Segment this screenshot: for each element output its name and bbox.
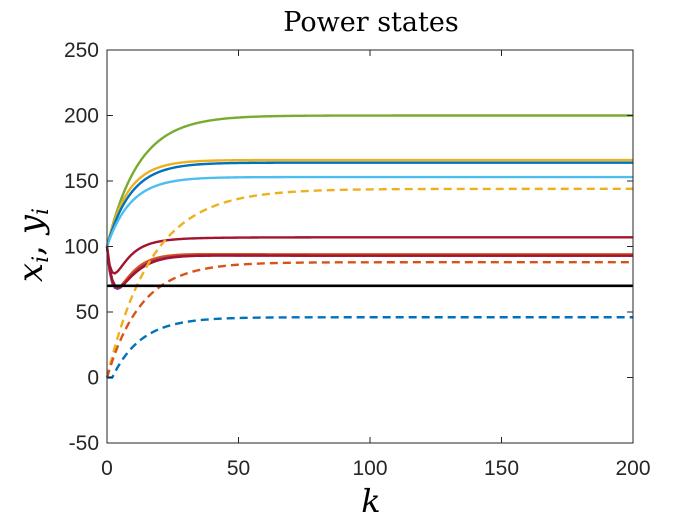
- series-line-x3: [105, 161, 633, 247]
- y-tick-label: -50: [69, 432, 99, 455]
- series-line-x2: [105, 158, 633, 247]
- y-axis-label: xi, yi: [11, 208, 54, 282]
- y-label-y: y: [11, 214, 51, 236]
- y-tick-label: 0: [87, 367, 99, 390]
- y-label-sep: ,: [11, 234, 51, 256]
- series-line-y2: [105, 261, 633, 378]
- y-tick-label: 200: [64, 105, 99, 128]
- series-layer: [105, 114, 633, 379]
- plot-area: [107, 50, 633, 443]
- x-tick-label: 0: [101, 457, 113, 480]
- x-tick-label: 150: [484, 457, 519, 480]
- y-label-x-sub: i: [29, 256, 54, 263]
- chart-title: Power states: [283, 7, 458, 38]
- y-tick-label: 150: [64, 170, 99, 193]
- x-tick-label: 200: [615, 457, 650, 480]
- series-line-x8: [105, 246, 633, 289]
- series-line-x6: [105, 246, 633, 290]
- x-tick-label: 100: [352, 457, 387, 480]
- y-label-x: x: [11, 263, 51, 282]
- y-tick-label: 100: [64, 236, 99, 259]
- y-label-y-sub: i: [29, 208, 54, 215]
- y-tick-label: 50: [76, 301, 99, 324]
- series-line-x5: [105, 236, 633, 275]
- series-line-x1: [105, 114, 633, 247]
- x-axis-label: k: [361, 482, 380, 520]
- series-line-x4: [105, 175, 633, 247]
- x-tick-label: 50: [227, 457, 250, 480]
- y-tick-label: 250: [64, 39, 99, 62]
- series-line-y3: [107, 316, 633, 379]
- plot-background: [107, 50, 633, 443]
- series-line-y1: [105, 187, 633, 378]
